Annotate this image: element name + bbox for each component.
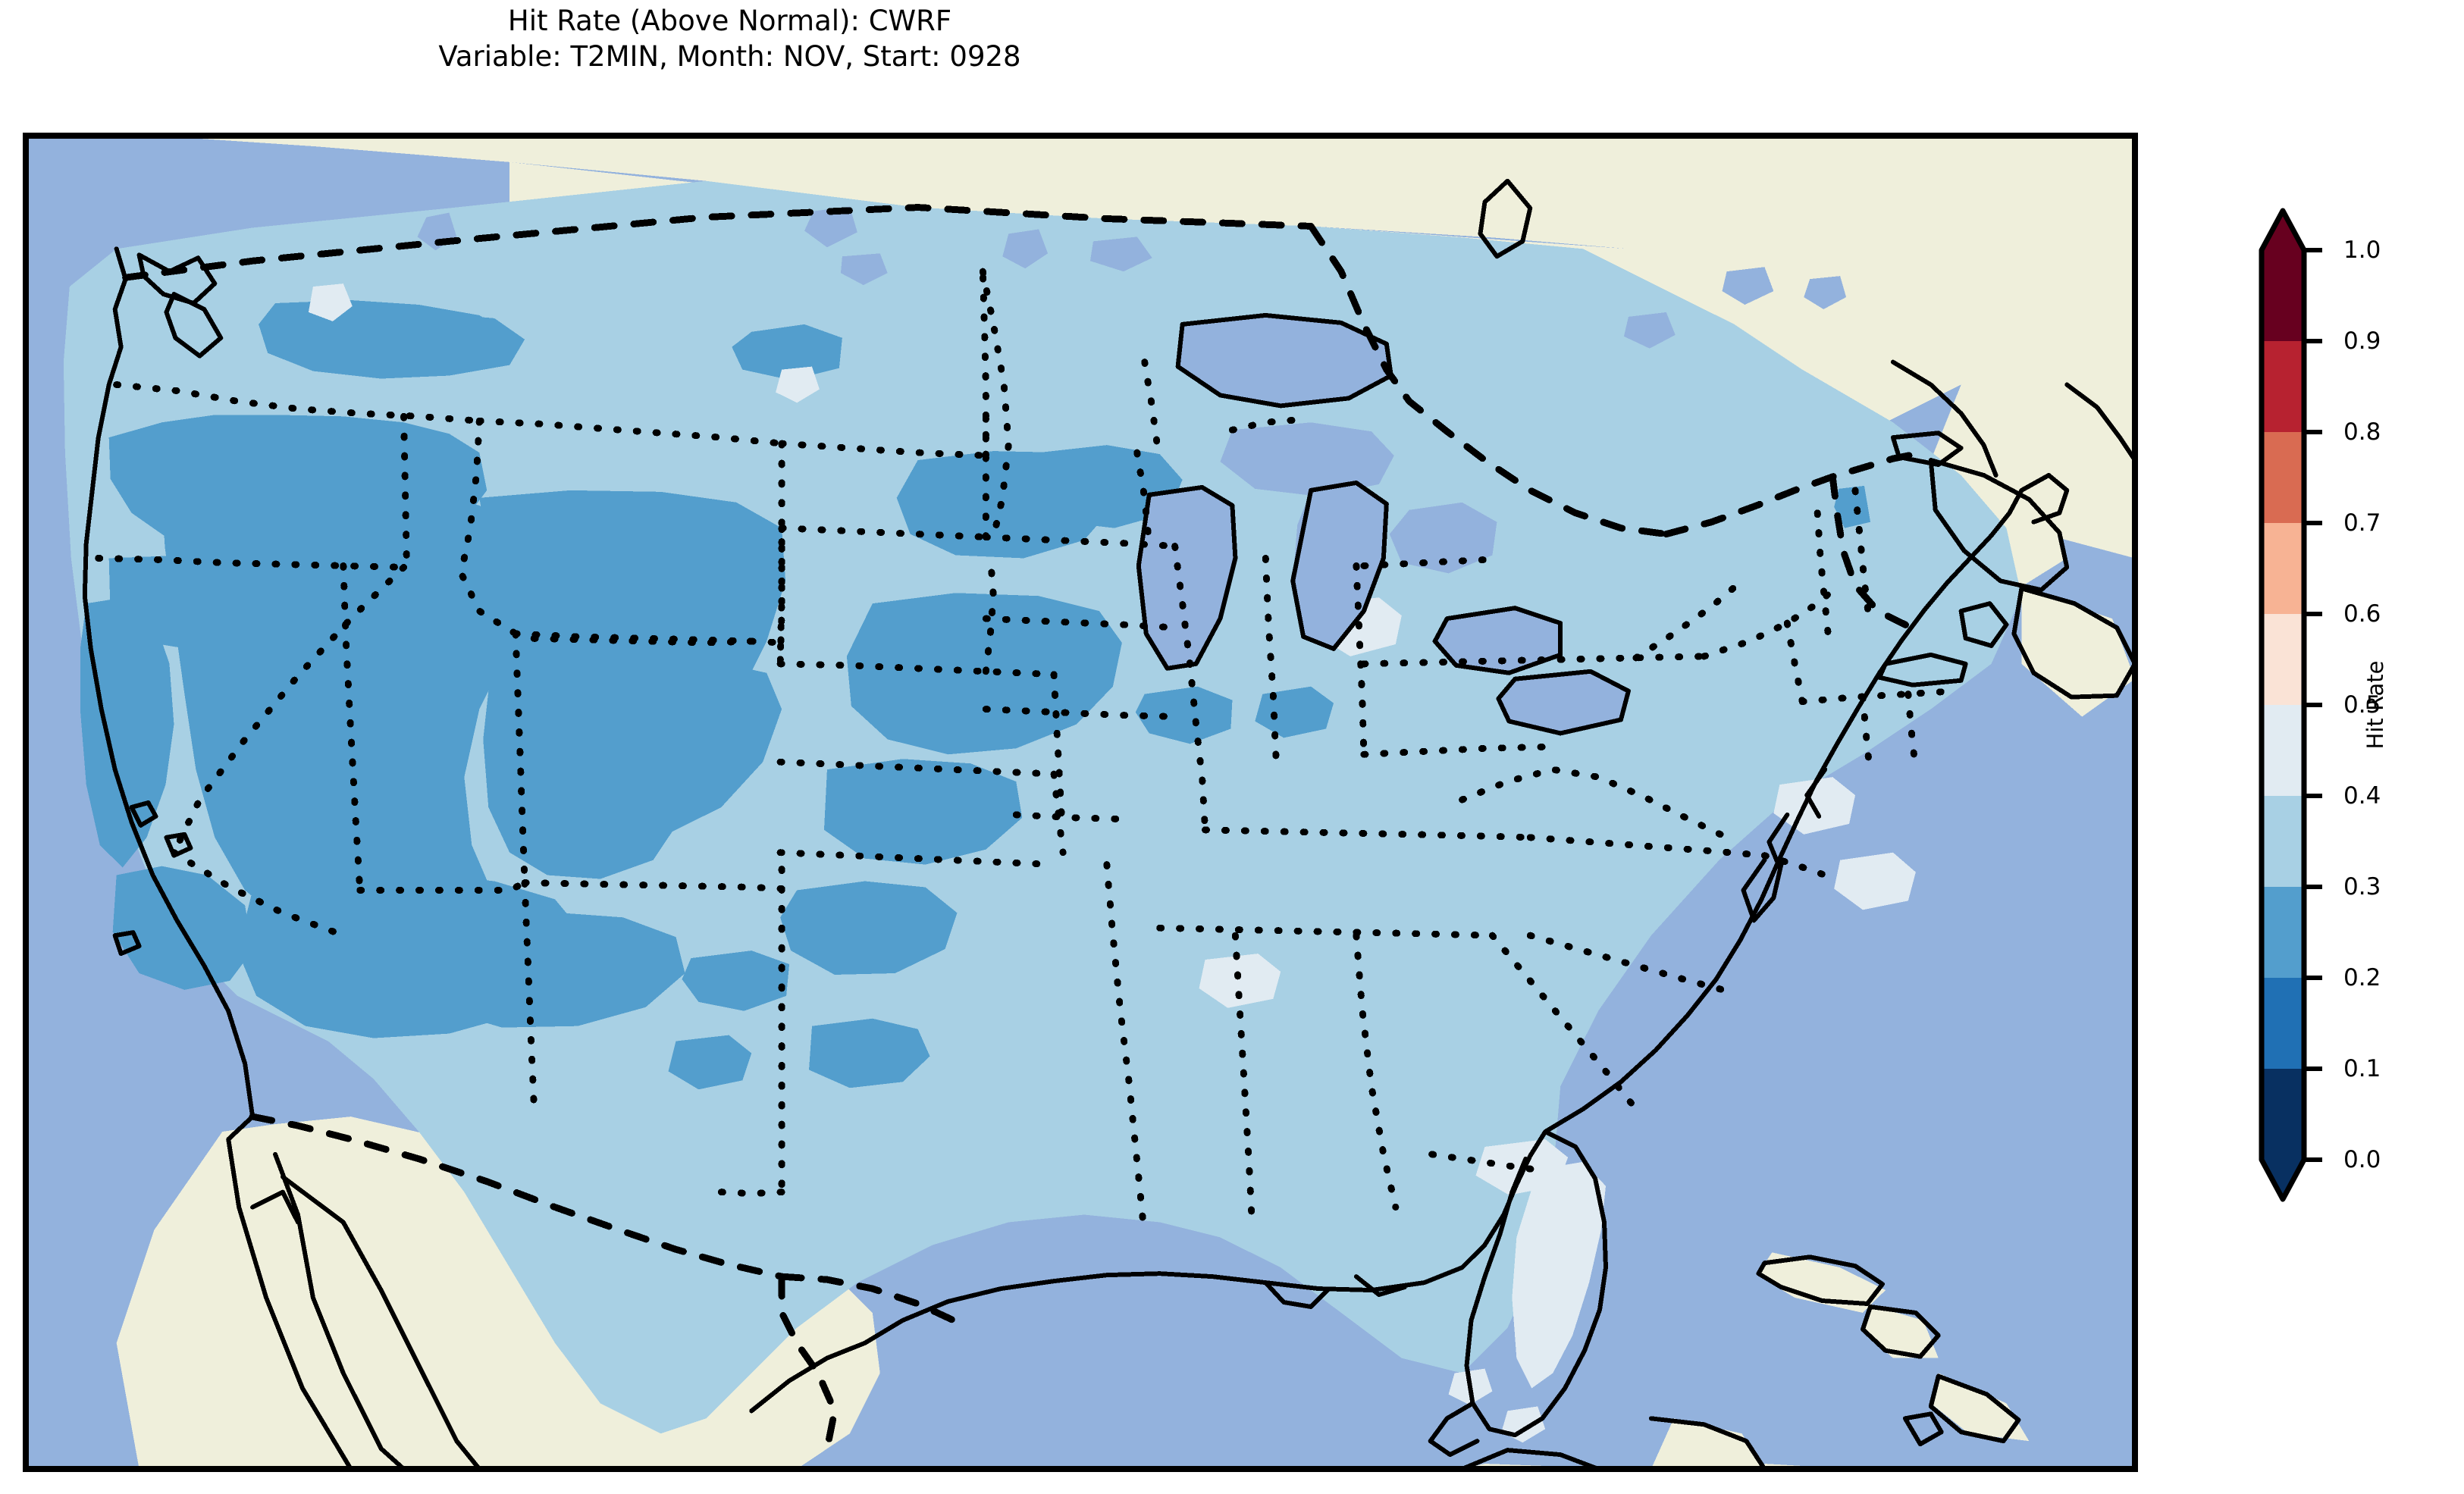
map-panel[interactable] (23, 133, 2138, 1472)
colorbar-band-0.9-1.0 (2262, 250, 2304, 341)
figure-subtitle: Variable: T2MIN, Month: NOV, Start: 0928 (438, 40, 1021, 74)
colorbar[interactable]: 1.0 0.9 0.8 0.7 0.6 0.5 0.4 0.3 0.2 0.1 … (2259, 208, 2436, 1202)
colorbar-band-0.7-0.8 (2262, 432, 2304, 523)
colorbar-tick-label: 0.9 (2343, 327, 2381, 355)
colorbar-axis-label: Hit Rate (2362, 660, 2388, 750)
colorbar-extend-over-arrow (2262, 211, 2304, 250)
colorbar-tick-label: 0.8 (2343, 418, 2381, 446)
colorbar-band-0.4-0.5 (2262, 705, 2304, 796)
colorbar-band-0.1-0.2 (2262, 978, 2304, 1069)
colorbar-band-0.5-0.6 (2262, 614, 2304, 705)
colorbar-tick-label: 0.1 (2343, 1055, 2381, 1082)
colorbar-ticks (2304, 248, 2322, 1162)
colorbar-band-0.2-0.3 (2262, 887, 2304, 978)
colorbar-tick-label: 0.3 (2343, 873, 2381, 900)
colorbar-band-0.6-0.7 (2262, 523, 2304, 614)
colorbar-tick-label: 0.2 (2343, 964, 2381, 991)
colorbar-band-0.0-0.1 (2262, 1069, 2304, 1160)
colorbar-tick-label: 1.0 (2343, 236, 2381, 264)
page-title: Hit Rate (Above Normal): CWRF (507, 5, 952, 37)
colorbar-gradient (2259, 208, 2322, 1202)
colorbar-tick-label: 0.5 (2343, 691, 2381, 719)
country-borders (122, 204, 1927, 1452)
figure-title-block: Hit Rate (Above Normal): CWRF Variable: … (0, 3, 1459, 75)
colorbar-extend-under-arrow (2262, 1160, 2304, 1199)
colorbar-tick-label: 0.4 (2343, 782, 2381, 810)
colorbar-band-0.8-0.9 (2262, 341, 2304, 432)
colorbar-band-0.3-0.4 (2262, 796, 2304, 887)
colorbar-tick-label: 0.6 (2343, 600, 2381, 628)
map-svg (26, 136, 2135, 1469)
colorbar-svg (2259, 208, 2322, 1202)
colorbar-tick-label: 0.0 (2343, 1146, 2381, 1173)
colorbar-tick-label: 0.7 (2343, 509, 2381, 537)
state-borders (95, 268, 1958, 1226)
coastlines (82, 178, 2135, 1469)
map-canvas (26, 136, 2135, 1469)
